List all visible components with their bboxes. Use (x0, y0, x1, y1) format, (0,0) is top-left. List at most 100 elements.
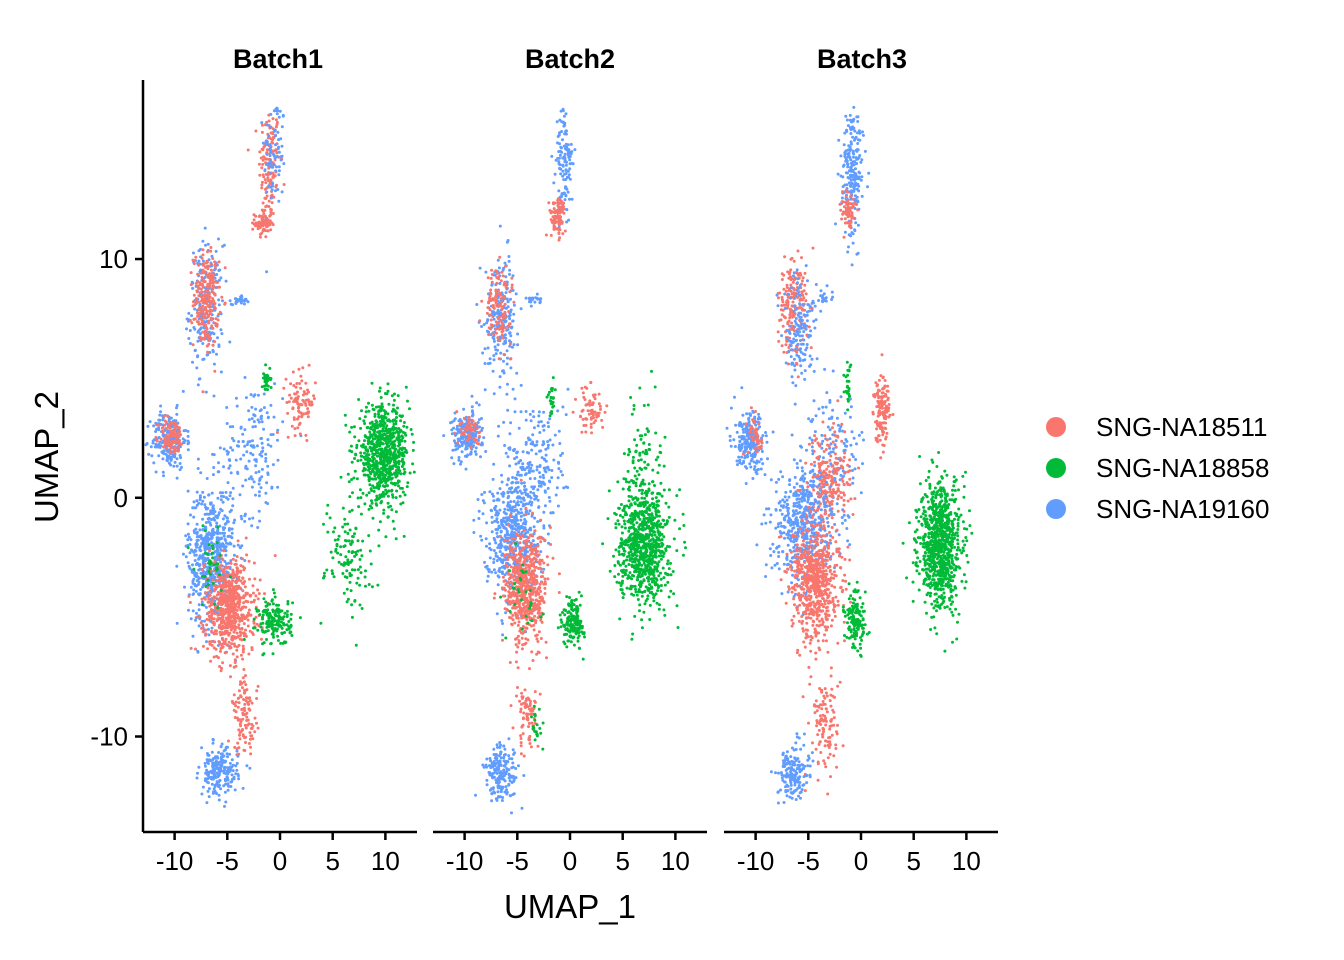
data-point (275, 154, 279, 158)
data-point (239, 425, 243, 429)
data-point (393, 472, 397, 476)
data-point (268, 143, 272, 147)
data-point (192, 515, 196, 519)
data-point (225, 597, 228, 601)
data-point (271, 182, 275, 185)
data-point (483, 388, 487, 392)
data-point (255, 689, 259, 693)
data-point (367, 409, 371, 413)
data-point (191, 609, 195, 613)
data-point (238, 627, 242, 631)
data-point (488, 357, 492, 361)
data-point (257, 490, 261, 494)
data-point (475, 401, 479, 405)
data-point (306, 398, 310, 402)
data-point (265, 143, 269, 147)
data-point (350, 615, 354, 619)
data-point (500, 300, 504, 304)
data-point (165, 459, 169, 463)
data-point (205, 640, 208, 644)
data-point (242, 698, 246, 701)
data-point (208, 549, 212, 553)
data-point (289, 624, 293, 628)
data-point (508, 272, 511, 276)
data-point (498, 385, 502, 389)
data-point (498, 255, 502, 259)
data-point (529, 304, 533, 308)
data-point (283, 611, 287, 615)
data-point (248, 613, 252, 617)
data-point (219, 564, 223, 567)
data-point (215, 567, 219, 571)
data-point (230, 642, 234, 646)
data-point (163, 423, 167, 427)
data-point (221, 299, 224, 303)
data-point (266, 464, 270, 468)
data-point (383, 433, 387, 436)
data-point (222, 771, 226, 775)
data-point (200, 502, 204, 506)
data-point (404, 433, 408, 437)
data-point (386, 382, 390, 386)
data-point (238, 737, 242, 741)
data-point (239, 616, 243, 620)
data-point (384, 488, 388, 492)
data-point (206, 289, 210, 293)
data-point (399, 472, 403, 476)
data-point (388, 474, 392, 478)
data-point (218, 760, 222, 764)
data-point (232, 777, 236, 781)
data-point (498, 224, 502, 228)
data-point (153, 438, 157, 442)
data-point (563, 229, 567, 233)
data-point (203, 332, 207, 336)
data-point (480, 417, 483, 420)
data-point (346, 522, 350, 526)
data-point (228, 644, 232, 648)
data-point (257, 482, 261, 486)
data-point (216, 558, 220, 562)
data-point (262, 597, 266, 601)
data-point (282, 183, 286, 186)
data-point (216, 548, 220, 552)
data-point (378, 422, 382, 426)
data-point (408, 471, 412, 475)
data-point (216, 606, 220, 610)
cluster-sng-na18858 (319, 495, 381, 647)
data-point (225, 604, 229, 608)
data-point (550, 469, 554, 472)
data-point (196, 457, 200, 461)
data-point (206, 773, 210, 777)
data-point (360, 409, 363, 413)
data-point (396, 406, 399, 410)
data-point (201, 253, 205, 257)
data-point (206, 611, 210, 615)
data-point (172, 448, 176, 452)
data-point (254, 464, 258, 468)
data-point (261, 158, 265, 162)
data-point (193, 548, 197, 552)
data-point (268, 366, 272, 370)
data-point (507, 322, 511, 326)
data-point (270, 598, 274, 602)
data-point (260, 441, 264, 445)
data-point (193, 559, 197, 562)
data-point (228, 459, 232, 462)
data-point (561, 164, 565, 168)
data-point (279, 158, 283, 162)
data-point (191, 300, 195, 304)
data-point (291, 370, 295, 374)
data-point (377, 443, 381, 447)
data-point (264, 197, 268, 200)
data-point (271, 141, 275, 145)
data-point (217, 772, 220, 776)
data-point (398, 451, 402, 455)
data-point (196, 284, 200, 288)
data-point (192, 262, 196, 266)
data-point (193, 348, 197, 352)
data-point (217, 303, 221, 307)
data-point (201, 263, 205, 267)
data-point (206, 321, 210, 325)
data-point (269, 162, 273, 165)
